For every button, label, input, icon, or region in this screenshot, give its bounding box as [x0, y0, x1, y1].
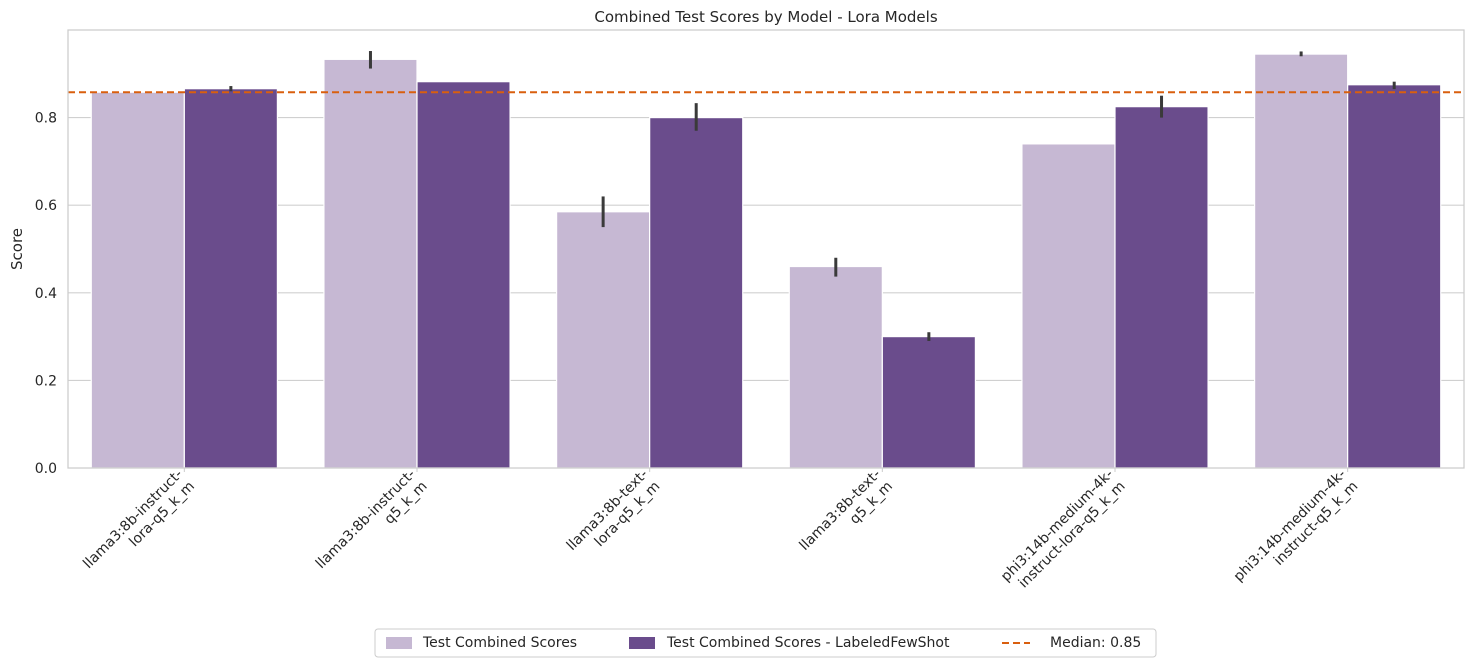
x-tick-label: llama3:8b-text-lora-q5_k_m [564, 466, 664, 566]
chart-title: Combined Test Scores by Model - Lora Mod… [594, 8, 937, 26]
bar-test-combined [1253, 53, 1349, 469]
bar-labeled-few-shot [881, 336, 976, 469]
bar-labeled-few-shot [649, 116, 744, 469]
legend-label-labeled-few-shot: Test Combined Scores - LabeledFewShot [666, 635, 950, 651]
legend-label-test-combined: Test Combined Scores [422, 635, 577, 651]
bar-labeled-few-shot [1347, 84, 1442, 469]
y-tick-label: 0.6 [35, 198, 57, 214]
x-ticks: llama3:8b-instruct-lora-q5_k_m llama3:8b-… [80, 466, 1362, 597]
x-tick-label: phi3:14b-medium-4k-instruct-lora-q5_k_m [998, 466, 1129, 597]
bar-labeled-few-shot [1114, 106, 1209, 469]
bar-test-combined [90, 91, 185, 469]
y-tick-label: 0.2 [35, 373, 57, 389]
bar-test-combined [1021, 143, 1116, 469]
legend-label-median: Median: 0.85 [1050, 635, 1141, 651]
y-tick-label: 0.4 [35, 286, 57, 302]
x-tick-label: llama3:8b-instruct-lora-q5_k_m [80, 466, 198, 584]
plot-frame [67, 29, 1465, 469]
bar-labeled-few-shot [416, 81, 511, 469]
y-ticks: 0.0 0.2 0.4 0.6 0.8 [35, 111, 57, 477]
y-tick-label: 0.0 [35, 461, 57, 477]
bar-test-combined [323, 58, 418, 469]
legend-swatch-labeled-few-shot [629, 637, 655, 649]
bars-layer [90, 53, 1442, 469]
bar-labeled-few-shot [183, 88, 278, 469]
legend-box [374, 628, 1157, 658]
x-tick-label: llama3:8b-text-q5_k_m [796, 466, 896, 566]
x-tick-label: phi3:14b-medium-4k-instruct-q5_k_m [1231, 466, 1362, 597]
legend: Test Combined Scores Test Combined Score… [374, 628, 1157, 658]
bar-test-combined [788, 265, 883, 469]
y-axis-title: Score [8, 228, 26, 270]
legend-swatch-test-combined [386, 637, 412, 649]
x-tick-label: llama3:8b-instruct-q5_k_m [313, 466, 431, 584]
y-tick-label: 0.8 [35, 111, 57, 127]
error-bars-layer [229, 51, 1396, 341]
bar-test-combined [555, 211, 651, 469]
